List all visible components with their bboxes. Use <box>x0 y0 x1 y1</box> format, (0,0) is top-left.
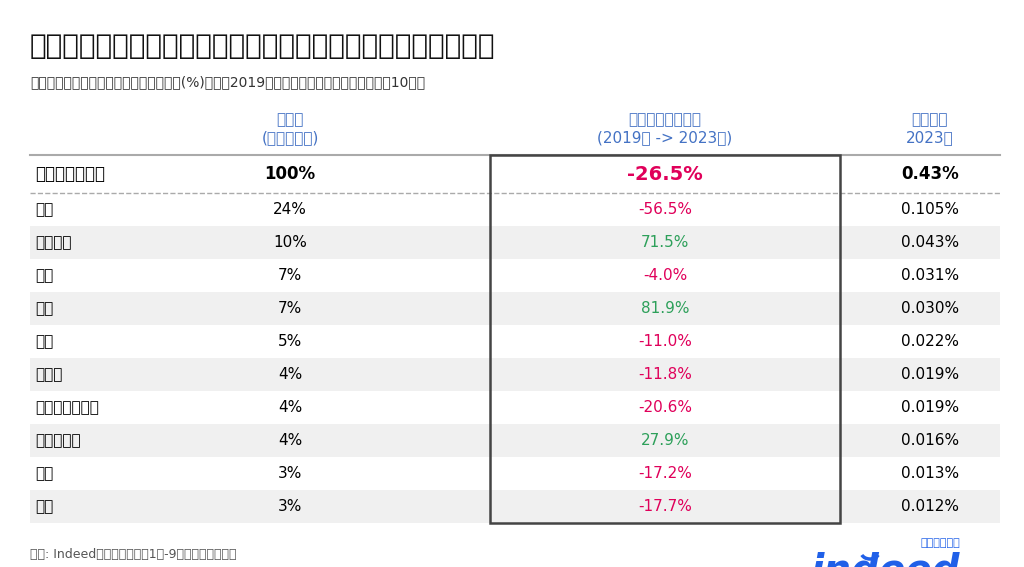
Text: 4%: 4% <box>278 367 302 382</box>
Text: -11.8%: -11.8% <box>638 367 692 382</box>
Text: 国外から日本への関心低下は米国出身者の関心低下によるもの: 国外から日本への関心低下は米国出身者の関心低下によるもの <box>30 32 496 60</box>
Text: indeed: indeed <box>811 551 961 567</box>
Text: -4.0%: -4.0% <box>643 268 687 283</box>
Text: 中国: 中国 <box>35 301 53 316</box>
Bar <box>30 155 1000 193</box>
Text: 香港: 香港 <box>35 499 53 514</box>
Text: -20.6%: -20.6% <box>638 400 692 415</box>
Text: 0.030%: 0.030% <box>901 301 959 316</box>
Text: 0.43%: 0.43% <box>901 165 958 183</box>
Text: 0.022%: 0.022% <box>901 334 959 349</box>
Text: 4%: 4% <box>278 433 302 448</box>
Text: -26.5%: -26.5% <box>627 164 702 184</box>
Text: 出所: Indeed。データは各年1月-9月の期間を使用。: 出所: Indeed。データは各年1月-9月の期間を使用。 <box>30 548 237 561</box>
Bar <box>30 226 1000 259</box>
Text: 81.9%: 81.9% <box>641 301 689 316</box>
Text: オーストラリア: オーストラリア <box>35 400 99 415</box>
Text: (2019年 -> 2023年): (2019年 -> 2023年) <box>597 130 732 145</box>
Bar <box>30 292 1000 325</box>
Text: 0.031%: 0.031% <box>901 268 959 283</box>
Text: 3%: 3% <box>278 466 302 481</box>
Bar <box>30 193 1000 226</box>
Text: 米国: 米国 <box>35 202 53 217</box>
Text: 0.043%: 0.043% <box>901 235 959 250</box>
Text: インディード: インディード <box>921 538 961 548</box>
Text: フィリピン: フィリピン <box>35 433 81 448</box>
Text: 国外出身国全て: 国外出身国全て <box>35 165 105 183</box>
Text: カナダ: カナダ <box>35 367 62 382</box>
Bar <box>30 457 1000 490</box>
Text: 71.5%: 71.5% <box>641 235 689 250</box>
Text: 7%: 7% <box>278 268 302 283</box>
Text: 出身国: 出身国 <box>276 112 304 127</box>
Text: 0.012%: 0.012% <box>901 499 959 514</box>
Text: ベトナム: ベトナム <box>35 235 72 250</box>
Bar <box>490 155 840 523</box>
Bar <box>30 424 1000 457</box>
Bar <box>30 490 1000 523</box>
Text: 検索割合: 検索割合 <box>911 112 948 127</box>
Bar <box>30 358 1000 391</box>
Text: 24%: 24% <box>273 202 307 217</box>
Text: 5%: 5% <box>278 334 302 349</box>
Text: 韓国: 韓国 <box>35 268 53 283</box>
Text: 0.013%: 0.013% <box>901 466 959 481</box>
Text: (内訳シェア): (内訳シェア) <box>261 130 318 145</box>
Text: 4%: 4% <box>278 400 302 415</box>
Text: -11.0%: -11.0% <box>638 334 692 349</box>
Text: タイ: タイ <box>35 466 53 481</box>
Bar <box>30 391 1000 424</box>
Text: 0.019%: 0.019% <box>901 400 959 415</box>
Text: 0.105%: 0.105% <box>901 202 959 217</box>
Text: -56.5%: -56.5% <box>638 202 692 217</box>
Text: 検索割合の成長率: 検索割合の成長率 <box>629 112 701 127</box>
Text: 3%: 3% <box>278 499 302 514</box>
Text: 27.9%: 27.9% <box>641 433 689 448</box>
Bar <box>30 325 1000 358</box>
Text: 日本の全検索に占める出身国別検索割合(%)および2019年からの成長率、国内を除く上位10カ国: 日本の全検索に占める出身国別検索割合(%)および2019年からの成長率、国内を除… <box>30 75 425 89</box>
Text: -17.2%: -17.2% <box>638 466 692 481</box>
Text: 台湾: 台湾 <box>35 334 53 349</box>
Text: 0.019%: 0.019% <box>901 367 959 382</box>
Text: 2023年: 2023年 <box>906 130 954 145</box>
Text: 7%: 7% <box>278 301 302 316</box>
Text: 10%: 10% <box>273 235 307 250</box>
Bar <box>30 259 1000 292</box>
Text: -17.7%: -17.7% <box>638 499 692 514</box>
Text: 0.016%: 0.016% <box>901 433 959 448</box>
Text: 100%: 100% <box>264 165 315 183</box>
